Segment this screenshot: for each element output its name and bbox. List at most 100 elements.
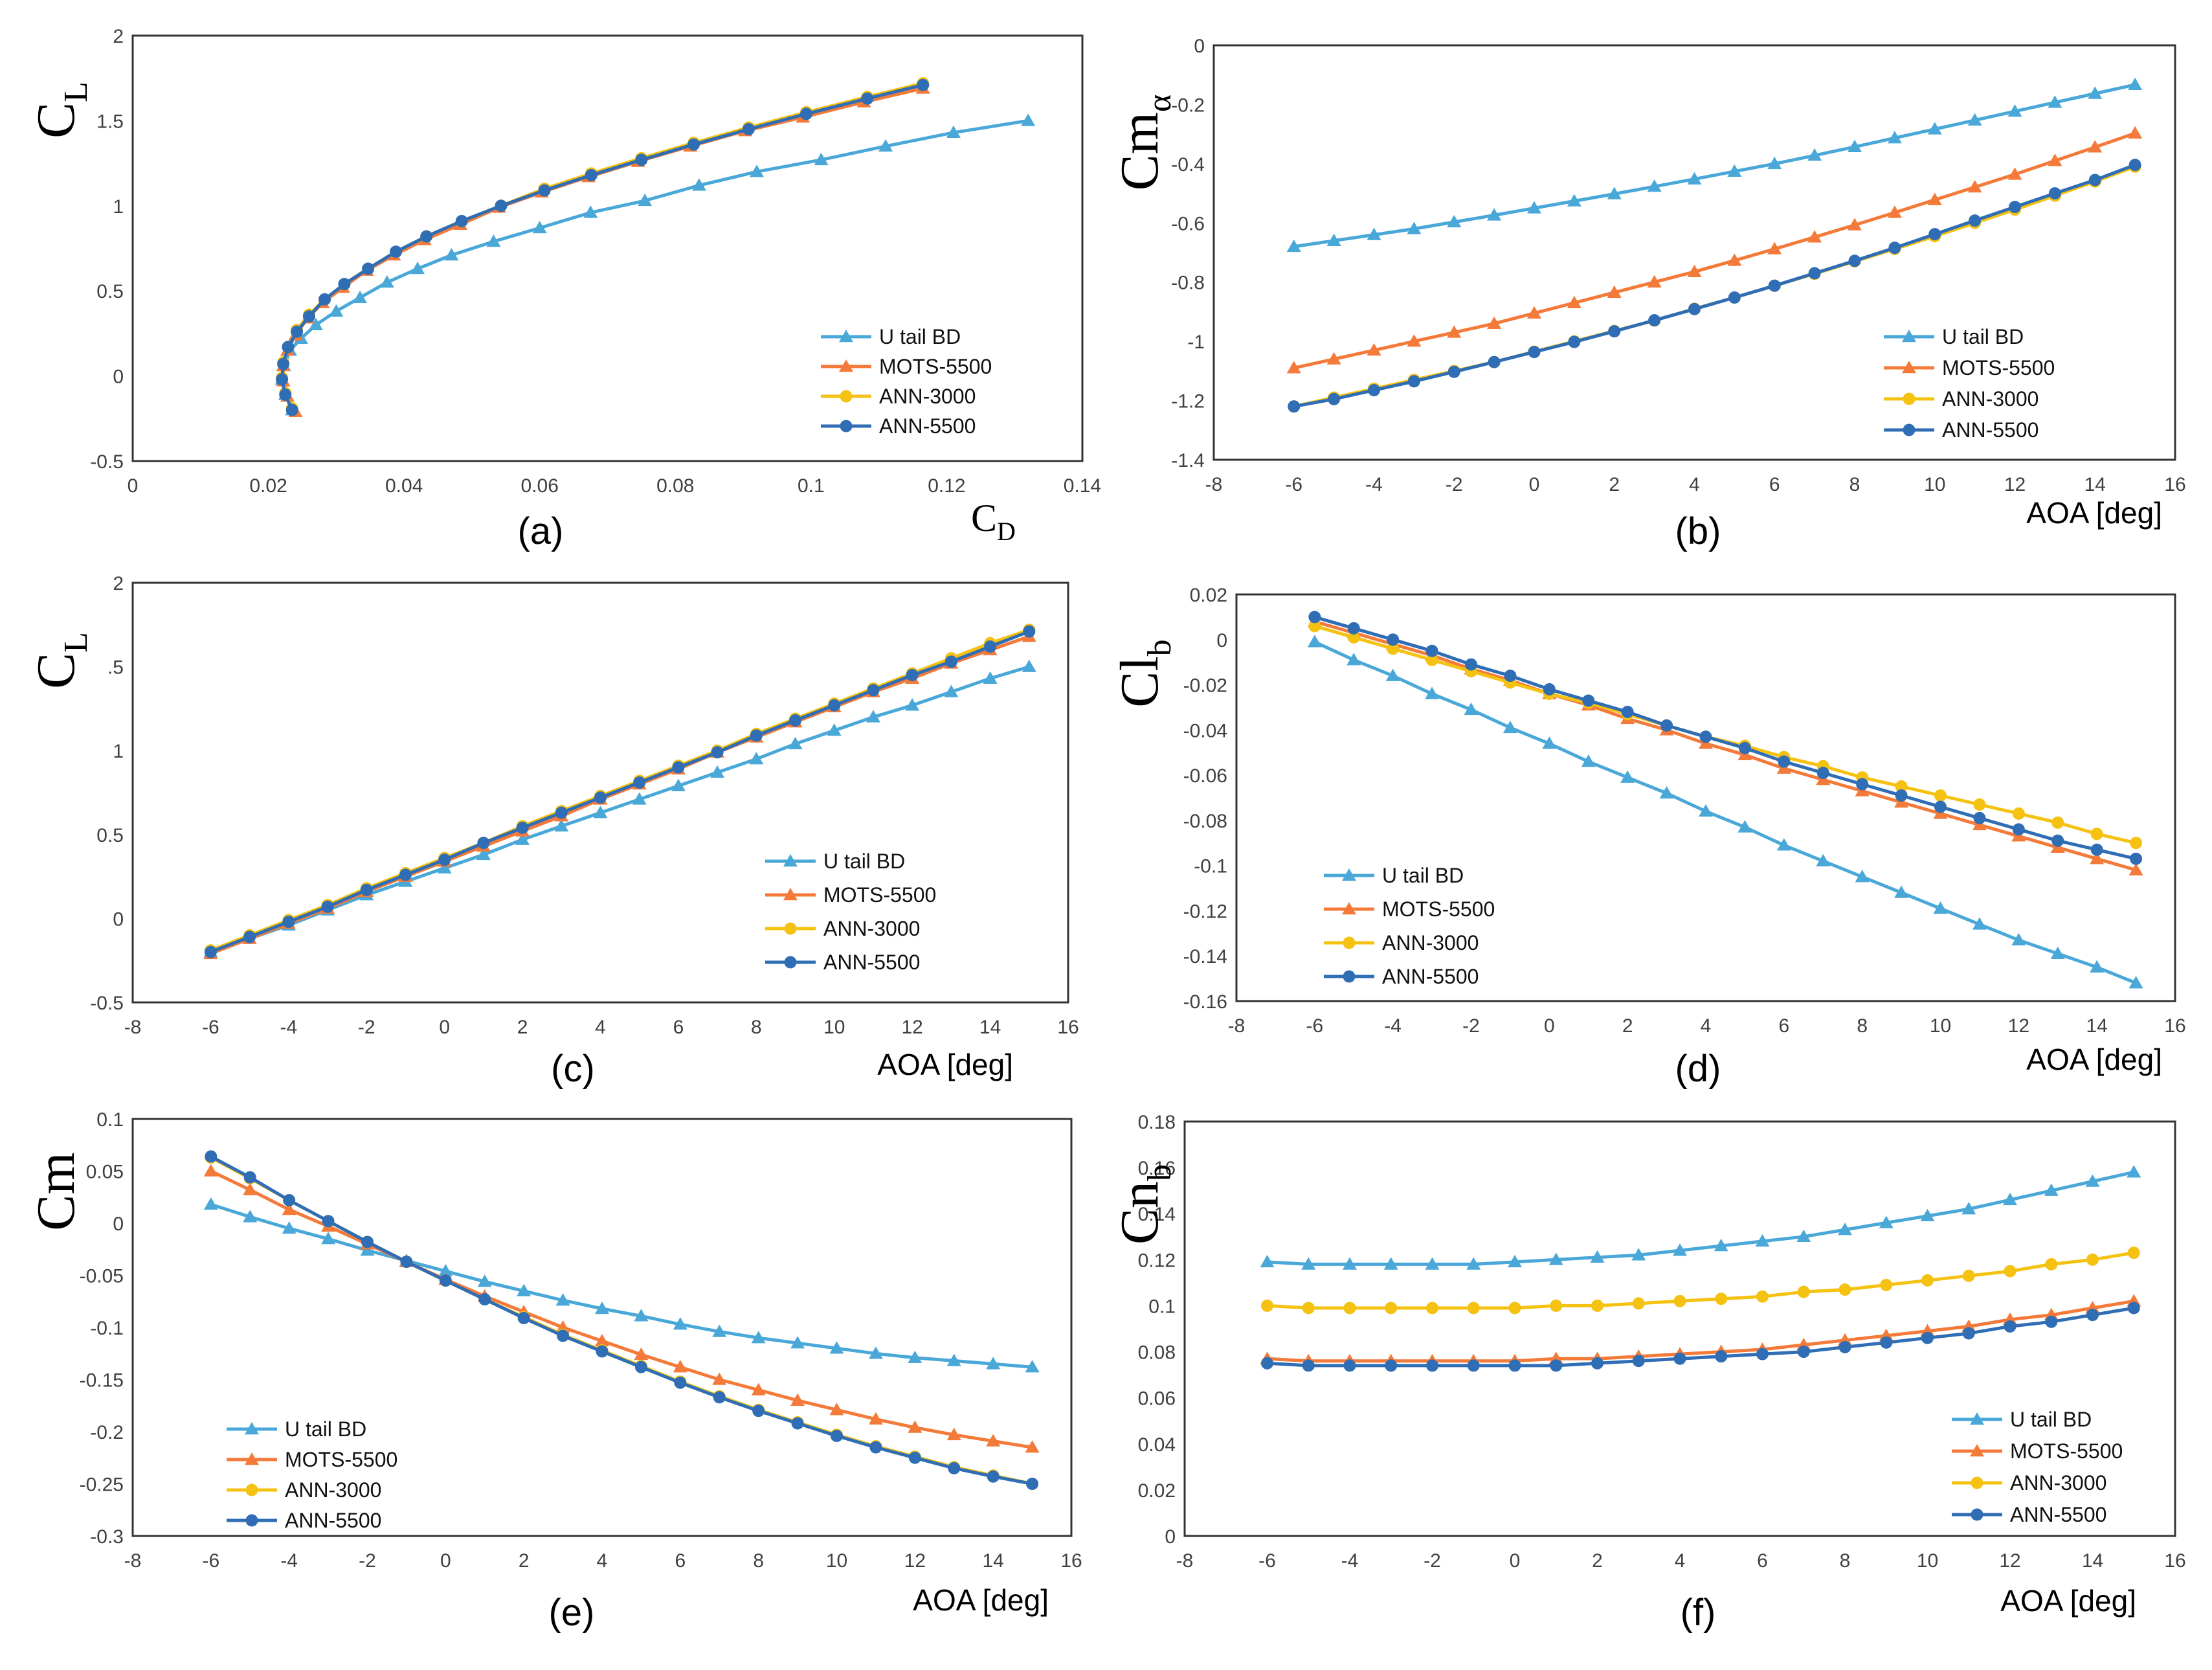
y-tick-label: -0.6 bbox=[1171, 213, 1205, 234]
data-point bbox=[869, 1441, 882, 1454]
data-point bbox=[1648, 314, 1661, 327]
data-point bbox=[829, 1341, 844, 1354]
data-point bbox=[322, 1215, 335, 1228]
data-point bbox=[1346, 653, 1361, 666]
series-markers-mots-5500 bbox=[1286, 126, 2143, 374]
data-point bbox=[944, 684, 959, 697]
data-point bbox=[1464, 702, 1479, 716]
data-point bbox=[1934, 800, 1947, 813]
data-point bbox=[329, 304, 344, 317]
x-axis-label-main: C bbox=[971, 497, 997, 539]
x-tick-label: 0.14 bbox=[1064, 475, 1101, 497]
legend-marker bbox=[1343, 970, 1356, 983]
data-point bbox=[517, 1312, 530, 1325]
data-point bbox=[1808, 267, 1821, 280]
data-point bbox=[1343, 1359, 1356, 1372]
data-point bbox=[1632, 1355, 1645, 1368]
legend-marker bbox=[784, 956, 797, 969]
legend-label: U tail BD bbox=[1942, 325, 2024, 348]
legend-label: ANN-3000 bbox=[285, 1478, 381, 1502]
data-point bbox=[478, 1293, 491, 1306]
data-point bbox=[1848, 139, 1862, 153]
data-point bbox=[905, 698, 920, 711]
series-markers-u-tail-bd bbox=[1307, 635, 2143, 989]
data-point bbox=[672, 761, 685, 774]
data-point bbox=[1879, 1215, 1894, 1228]
data-point bbox=[814, 152, 829, 166]
data-point bbox=[742, 123, 755, 136]
legend: U tail BD MOTS-5500 ANN-3000 ANN-5500 bbox=[1952, 1408, 2123, 1526]
data-point bbox=[1797, 1346, 1810, 1359]
data-point bbox=[2004, 1265, 2016, 1278]
data-point bbox=[1895, 780, 1908, 793]
series-line-u-tail-bd bbox=[210, 1202, 1033, 1369]
x-tick-label: 2 bbox=[519, 1550, 530, 1572]
data-point bbox=[1407, 334, 1422, 347]
data-point bbox=[1699, 730, 1712, 743]
x-tick-label: 6 bbox=[673, 1017, 684, 1038]
y-tick-label: -0.2 bbox=[1171, 95, 1205, 116]
data-point bbox=[594, 791, 607, 804]
data-point bbox=[203, 1164, 218, 1177]
legend-label: MOTS-5500 bbox=[1942, 356, 2055, 379]
data-point bbox=[2044, 1183, 2059, 1196]
x-axis-label: CD bbox=[971, 497, 1016, 546]
y-tick-label: 0.08 bbox=[1138, 1342, 1176, 1364]
data-point bbox=[2127, 1302, 2140, 1315]
series-markers-u-tail-bd bbox=[203, 659, 1036, 958]
x-tick-label: -6 bbox=[1285, 474, 1302, 495]
panel-d: -0.16 -0.14 -0.12 -0.1 -0.08 -0.06 -0.04 -0.02 0… bbox=[1110, 585, 2186, 1090]
x-tick-label: 0 bbox=[439, 1017, 450, 1038]
data-point bbox=[282, 341, 295, 354]
series-line-u-tail-bd bbox=[1267, 1170, 2134, 1266]
panel-caption: (f) bbox=[1681, 1592, 1716, 1634]
data-point bbox=[1508, 1359, 1521, 1372]
data-point bbox=[1973, 811, 1986, 824]
y-tick-label: -0.15 bbox=[80, 1370, 124, 1392]
x-tick-label: 10 bbox=[823, 1017, 845, 1038]
panel-b: -1.4 -1.2 -1 -0.8 -0.6 -0.4 -0.2 0 -8 -6 -4 -2 0 2 4 6 8… bbox=[1110, 36, 2186, 552]
data-point bbox=[712, 1324, 727, 1337]
x-tick-label: 0.06 bbox=[521, 475, 559, 497]
data-point bbox=[908, 1350, 922, 1363]
data-point bbox=[1025, 1440, 1040, 1453]
data-point bbox=[687, 138, 700, 151]
x-tick-label: 12 bbox=[2004, 474, 2026, 495]
data-point bbox=[868, 1412, 883, 1425]
legend-label: ANN-5500 bbox=[2010, 1503, 2106, 1526]
x-tick-label: 10 bbox=[1917, 1550, 1938, 1572]
data-point bbox=[1503, 720, 1517, 734]
x-tick-label: -2 bbox=[1446, 474, 1463, 495]
x-tick-label: 0.1 bbox=[798, 475, 825, 497]
data-point bbox=[671, 778, 686, 791]
data-point bbox=[1738, 741, 1751, 754]
data-point bbox=[1688, 302, 1701, 315]
data-point bbox=[557, 1329, 570, 1342]
data-point bbox=[1550, 1299, 1563, 1312]
data-point bbox=[1385, 668, 1400, 681]
data-point bbox=[829, 1403, 844, 1416]
data-point bbox=[1776, 838, 1791, 851]
data-point bbox=[1607, 186, 1622, 199]
data-point bbox=[555, 1293, 570, 1306]
data-point bbox=[2048, 95, 2062, 108]
x-tick-label: -8 bbox=[124, 1550, 142, 1572]
data-point bbox=[1407, 221, 1422, 234]
legend-label: MOTS-5500 bbox=[823, 883, 936, 907]
data-point bbox=[1797, 1285, 1810, 1298]
data-point bbox=[2012, 807, 2025, 820]
data-point bbox=[673, 1360, 687, 1373]
data-point bbox=[1880, 1336, 1893, 1349]
legend-label: U tail BD bbox=[2010, 1408, 2092, 1431]
data-point bbox=[1933, 901, 1948, 914]
series-markers-ann-5500 bbox=[204, 625, 1036, 958]
data-point bbox=[1755, 1234, 1770, 1247]
x-tick-label: 0.02 bbox=[249, 475, 287, 497]
panel-caption: (d) bbox=[1675, 1048, 1721, 1090]
data-point bbox=[632, 792, 647, 805]
panel-c: -0.5 0 0.5 1 .5 2 -8 -6 -4 -2 0 2 4 6 8 10 12 14 16 U tail … bbox=[26, 573, 1079, 1090]
series-markers-ann-5500 bbox=[276, 78, 930, 416]
x-tick-label: 6 bbox=[675, 1550, 686, 1572]
data-point bbox=[495, 199, 508, 212]
data-point bbox=[750, 729, 763, 742]
